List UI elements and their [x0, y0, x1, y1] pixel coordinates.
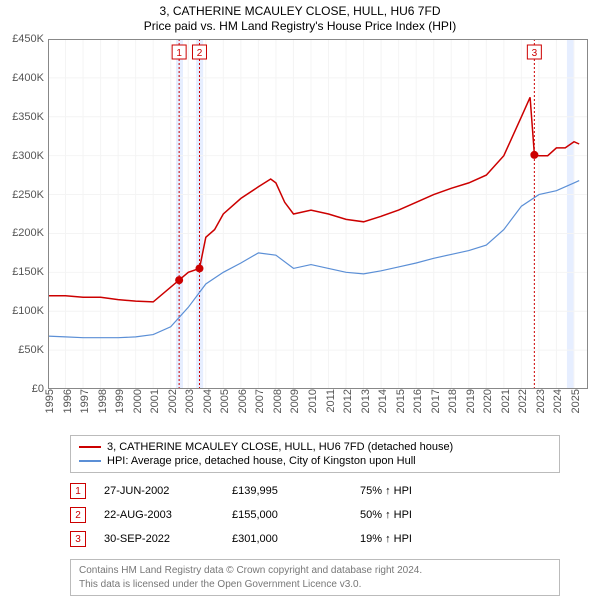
x-axis-label: 2022: [513, 389, 529, 413]
chart-subtitle: Price paid vs. HM Land Registry's House …: [0, 19, 600, 33]
legend-swatch: [79, 446, 101, 448]
event-badge: 1: [70, 483, 86, 499]
y-axis-label: £200K: [12, 227, 48, 239]
x-axis-label: 2024: [548, 389, 564, 413]
x-axis-label: 2020: [478, 389, 494, 413]
x-axis-label: 2001: [145, 389, 161, 413]
event-row: 1 27-JUN-2002 £139,995 75% ↑ HPI: [70, 479, 560, 503]
y-axis-label: £250K: [12, 189, 48, 201]
x-axis-label: 2008: [268, 389, 284, 413]
x-axis-label: 1995: [40, 389, 56, 413]
x-axis-label: 2023: [531, 389, 547, 413]
y-axis-label: £100K: [12, 305, 48, 317]
event-date: 27-JUN-2002: [104, 485, 214, 497]
y-axis-label: £450K: [12, 33, 48, 45]
svg-text:3: 3: [532, 48, 538, 59]
x-axis-label: 2013: [356, 389, 372, 413]
x-axis-label: 2019: [461, 389, 477, 413]
x-axis-label: 2021: [496, 389, 512, 413]
event-date: 22-AUG-2003: [104, 509, 214, 521]
event-row: 2 22-AUG-2003 £155,000 50% ↑ HPI: [70, 503, 560, 527]
event-hpi: 50% ↑ HPI: [360, 509, 470, 521]
chart-plot-area: 123 £0£50K£100K£150K£200K£250K£300K£350K…: [48, 39, 588, 389]
x-axis-label: 2012: [338, 389, 354, 413]
y-axis-label: £400K: [12, 72, 48, 84]
event-row: 3 30-SEP-2022 £301,000 19% ↑ HPI: [70, 527, 560, 551]
svg-text:2: 2: [197, 48, 203, 59]
legend-swatch: [79, 460, 101, 462]
event-hpi: 19% ↑ HPI: [360, 533, 470, 545]
x-axis-label: 1997: [75, 389, 91, 413]
y-axis-label: £350K: [12, 111, 48, 123]
x-axis-label: 2011: [321, 389, 337, 413]
x-axis-label: 1998: [93, 389, 109, 413]
legend-box: 3, CATHERINE MCAULEY CLOSE, HULL, HU6 7F…: [70, 435, 560, 473]
footer-line-2: This data is licensed under the Open Gov…: [79, 578, 551, 592]
event-price: £139,995: [232, 485, 342, 497]
y-axis-label: £50K: [18, 344, 48, 356]
x-axis-label: 2016: [408, 389, 424, 413]
svg-text:1: 1: [176, 48, 182, 59]
legend-item: HPI: Average price, detached house, City…: [79, 454, 551, 468]
x-axis-label: 2006: [233, 389, 249, 413]
x-axis-label: 2004: [198, 389, 214, 413]
x-axis-label: 2010: [303, 389, 319, 413]
x-axis-label: 2003: [180, 389, 196, 413]
chart-title: 3, CATHERINE MCAULEY CLOSE, HULL, HU6 7F…: [0, 4, 600, 18]
x-axis-label: 1999: [110, 389, 126, 413]
events-table: 1 27-JUN-2002 £139,995 75% ↑ HPI 2 22-AUG-200…: [70, 479, 560, 551]
x-axis-label: 2000: [128, 389, 144, 413]
x-axis-label: 2007: [250, 389, 266, 413]
legend-label: HPI: Average price, detached house, City…: [107, 455, 416, 467]
event-price: £301,000: [232, 533, 342, 545]
event-badge: 3: [70, 531, 86, 547]
x-axis-label: 1996: [58, 389, 74, 413]
x-axis-label: 2014: [373, 389, 389, 413]
x-axis-label: 2025: [566, 389, 582, 413]
x-axis-label: 2017: [426, 389, 442, 413]
legend-label: 3, CATHERINE MCAULEY CLOSE, HULL, HU6 7F…: [107, 441, 453, 453]
x-axis-label: 2005: [215, 389, 231, 413]
footer-line-1: Contains HM Land Registry data © Crown c…: [79, 564, 551, 578]
event-badge: 2: [70, 507, 86, 523]
x-axis-label: 2009: [285, 389, 301, 413]
event-price: £155,000: [232, 509, 342, 521]
x-axis-label: 2018: [443, 389, 459, 413]
footer-attribution: Contains HM Land Registry data © Crown c…: [70, 559, 560, 596]
legend-item: 3, CATHERINE MCAULEY CLOSE, HULL, HU6 7F…: [79, 440, 551, 454]
x-axis-label: 2015: [391, 389, 407, 413]
y-axis-label: £150K: [12, 266, 48, 278]
line-chart: 1 2 3: [48, 39, 588, 389]
event-date: 30-SEP-2022: [104, 533, 214, 545]
chart-container: 3, CATHERINE MCAULEY CLOSE, HULL, HU6 7F…: [0, 4, 600, 594]
y-axis-label: £300K: [12, 150, 48, 162]
event-hpi: 75% ↑ HPI: [360, 485, 470, 497]
x-axis-label: 2002: [163, 389, 179, 413]
